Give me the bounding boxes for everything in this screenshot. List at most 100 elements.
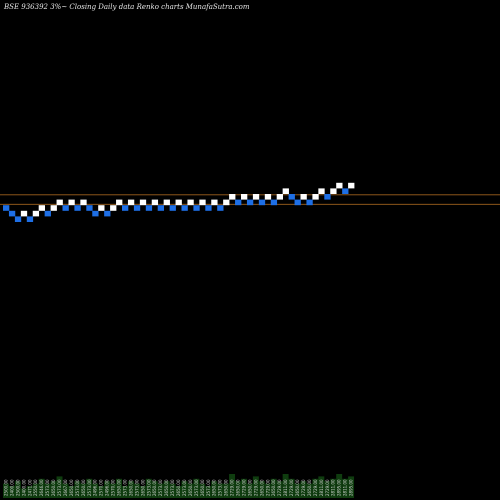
volume-bar (104, 481, 111, 498)
x-tick-label: 2550.00 (33, 479, 38, 496)
volume-bar (38, 478, 45, 498)
volume-bar (44, 483, 51, 498)
volume-bar (235, 481, 241, 498)
x-tick-label: 2811.00 (343, 479, 348, 496)
volume-bar (199, 483, 206, 498)
renko-brick-up (163, 199, 170, 206)
renko-brick-up (229, 194, 236, 200)
renko-brick-down (235, 199, 242, 206)
x-tick-label: 2729.00 (241, 479, 246, 496)
renko-brick-down (288, 194, 295, 200)
renko-brick-down (258, 199, 266, 206)
renko-bricks (3, 182, 355, 222)
x-tick-label: 2500.00 (3, 479, 8, 496)
renko-brick-up (241, 194, 248, 200)
volume-bar (306, 483, 313, 498)
x-tick-label: 2811.00 (331, 479, 336, 496)
x-tick-label: 2573.00 (87, 479, 92, 496)
renko-brick-up (116, 199, 123, 206)
volume-bar (50, 481, 57, 498)
renko-brick-down (270, 199, 278, 206)
x-tick-label: 2573.00 (134, 479, 139, 496)
volume-bar (127, 481, 134, 498)
renko-brick-down (14, 216, 22, 222)
volume-bar (14, 481, 21, 498)
x-tick-label: 2573.00 (218, 479, 223, 496)
x-tick-label: 2729.00 (265, 479, 270, 496)
renko-brick-down (306, 199, 313, 206)
x-tick-label: 2650.00 (295, 479, 300, 496)
renko-brick-up (38, 205, 45, 211)
renko-brick-down (104, 210, 111, 217)
x-tick-label: 2573.00 (146, 479, 151, 496)
x-tick-label: 2729.00 (313, 479, 318, 496)
renko-brick-up (318, 188, 325, 194)
renko-brick-up (56, 199, 63, 206)
volume-bar (342, 478, 349, 498)
renko-brick-up (127, 199, 135, 206)
renko-brick-down (133, 205, 141, 211)
renko-brick-up (110, 205, 117, 211)
renko-brick-down (324, 194, 331, 200)
volume-bar (270, 478, 277, 498)
x-tick-label: 2650.00 (259, 479, 264, 496)
x-tick-label: 2650.00 (140, 479, 145, 496)
volume-bar (175, 486, 182, 498)
renko-brick-up (312, 194, 319, 200)
x-tick-label: 2400.00 (9, 479, 14, 496)
volume-bar (336, 474, 343, 498)
renko-brick-up (330, 188, 337, 194)
renko-brick-up (187, 199, 194, 206)
volume-bar (348, 476, 355, 498)
x-tick-label: 2650.00 (188, 479, 193, 496)
x-tick-label: 2573.00 (158, 479, 163, 496)
x-tick-label: 2895.00 (349, 479, 354, 496)
renko-brick-down (217, 205, 224, 211)
renko-brick-down (342, 188, 349, 194)
x-tick-label: 2496.00 (105, 479, 110, 496)
renko-brick-up (175, 199, 182, 206)
x-tick-label: 2895.00 (337, 479, 342, 496)
x-tick-label: 2650.00 (212, 479, 217, 496)
volume-bar (217, 483, 224, 498)
volume-bar (324, 481, 331, 498)
x-tick-label: 2650.00 (247, 479, 252, 496)
volume-bar (300, 481, 307, 498)
x-tick-label: 2573.00 (57, 479, 62, 496)
volume-bar (187, 483, 194, 498)
volume-bar (211, 481, 218, 498)
volume-bar (98, 486, 105, 498)
renko-brick-up (276, 194, 283, 200)
renko-brick-up (32, 210, 40, 217)
volume-bar (80, 483, 87, 498)
volume-bar (74, 481, 81, 498)
renko-brick-down (169, 205, 176, 211)
renko-brick-down (193, 205, 200, 211)
volume-bar (246, 483, 253, 498)
renko-brick-down (26, 216, 34, 222)
renko-brick-up (98, 205, 105, 211)
x-tick-label: 2650.00 (117, 479, 122, 496)
volume-bar (229, 474, 236, 498)
renko-brick-up (20, 210, 28, 217)
renko-brick-down (3, 205, 10, 211)
x-tick-label: 2729.00 (230, 479, 235, 496)
x-tick-label: 2729.00 (277, 479, 282, 496)
volume-bar (330, 478, 337, 498)
renko-brick-up (223, 199, 230, 206)
renko-brick-up (151, 199, 159, 206)
chart-title: BSE 936392 3%~ Closing Daily data Renko … (3, 3, 250, 11)
volume-bar (157, 483, 164, 498)
volume-bar (169, 483, 176, 498)
volume-bar (288, 478, 295, 498)
volume-bar (68, 486, 75, 498)
renko-brick-up (68, 199, 75, 206)
renko-brick-up (300, 194, 307, 200)
renko-brick-up (264, 194, 272, 200)
renko-brick-down (246, 199, 254, 206)
volume-bar (151, 481, 158, 498)
renko-brick-down (44, 210, 51, 217)
volume-bar (8, 486, 15, 498)
x-tick-label: 2570.00 (99, 479, 104, 496)
x-tick-label: 2573.00 (170, 479, 175, 496)
